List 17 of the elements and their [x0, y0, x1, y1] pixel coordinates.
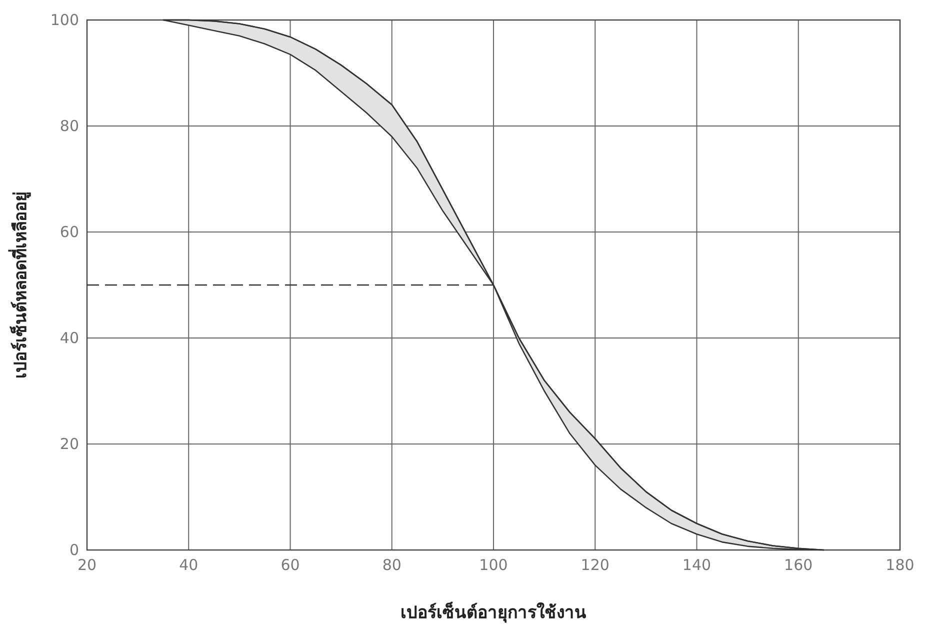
- y-axis-title: เปอร์เซ็นต์หลอดที่เหลืออยู่: [8, 192, 32, 378]
- x-tick-label: 120: [580, 556, 610, 574]
- y-tick-label: 80: [60, 117, 79, 135]
- y-tick-label: 20: [60, 435, 79, 453]
- x-tick-label: 60: [280, 556, 300, 574]
- x-tick-label: 100: [479, 556, 508, 574]
- y-tick-label: 60: [60, 223, 79, 241]
- y-tick-label: 0: [69, 541, 79, 559]
- x-tick-label: 160: [784, 556, 813, 574]
- x-tick-label: 140: [682, 556, 712, 574]
- y-tick-label: 40: [60, 329, 79, 347]
- x-tick-label: 40: [179, 556, 198, 574]
- y-tick-label: 100: [50, 11, 79, 29]
- x-tick-label: 20: [77, 556, 97, 574]
- x-axis-title: เปอร์เซ็นต์อายุการใช้งาน: [400, 600, 586, 623]
- x-tick-label: 180: [886, 556, 914, 574]
- x-tick-label: 80: [382, 556, 402, 574]
